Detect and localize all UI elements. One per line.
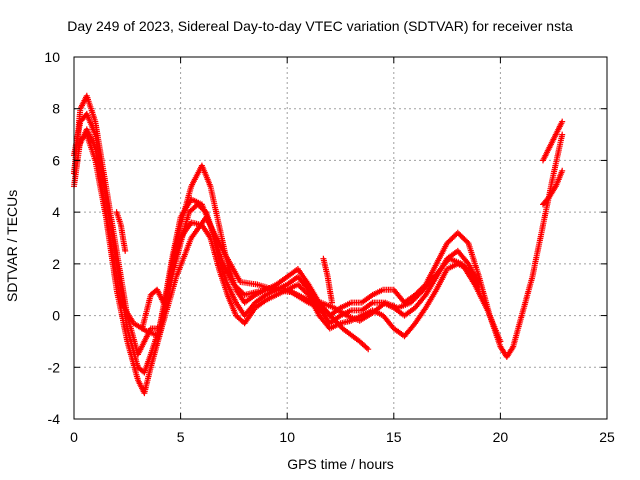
y-tick-label: 6 <box>52 152 60 168</box>
satellite-track-6 <box>540 118 566 164</box>
data-markers <box>540 167 566 208</box>
grid-lines <box>74 57 607 419</box>
x-axis-label: GPS time / hours <box>287 456 394 472</box>
axis-ticks: 0 5 10 15 20 25 -4 -2 0 2 4 6 8 10 <box>44 49 615 445</box>
plot-border <box>73 56 608 420</box>
data-markers <box>540 118 566 164</box>
x-tick-label: 15 <box>386 429 402 445</box>
data-points <box>71 92 566 397</box>
satellite-track-5 <box>139 201 504 345</box>
y-tick-label: -2 <box>48 359 61 375</box>
y-axis-label: SDTVAR / TECUs <box>4 189 20 302</box>
x-tick-label: 5 <box>177 429 185 445</box>
data-markers <box>113 209 129 254</box>
y-tick-label: -4 <box>48 411 61 427</box>
chart-title: Day 249 of 2023, Sidereal Day-to-day VTE… <box>67 18 573 34</box>
y-tick-label: 8 <box>52 101 60 117</box>
x-tick-label: 25 <box>599 429 615 445</box>
x-tick-label: 0 <box>70 429 78 445</box>
satellite-track-8 <box>320 255 335 306</box>
y-tick-label: 10 <box>44 49 60 65</box>
y-tick-label: 4 <box>52 204 60 220</box>
plot-frame <box>73 56 608 420</box>
x-tick-label: 20 <box>493 429 509 445</box>
y-tick-label: 2 <box>52 256 60 272</box>
data-markers <box>320 255 335 306</box>
x-tick-label: 10 <box>279 429 295 445</box>
y-tick-label: 0 <box>52 308 60 324</box>
satellite-track-7 <box>540 167 566 208</box>
data-markers <box>139 201 504 345</box>
satellite-track-9 <box>113 209 129 254</box>
